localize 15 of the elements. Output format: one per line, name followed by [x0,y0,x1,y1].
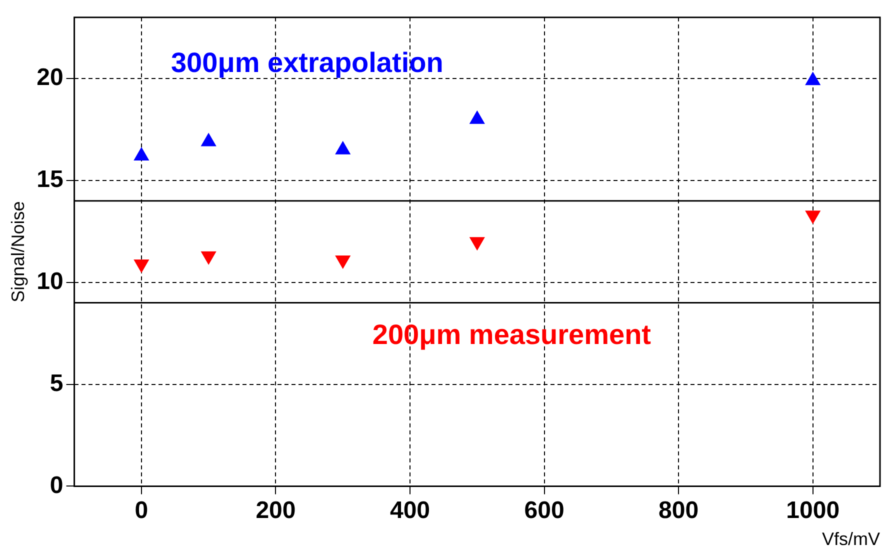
y-tick-label: 10 [36,268,64,295]
y-tick-label: 20 [36,64,64,92]
x-tick-label: 200 [256,497,296,524]
x-tick-label: 800 [658,497,699,524]
text: 200μm measurement [372,318,652,350]
series-label: 300μm extrapolation [170,47,444,78]
y-tick-label: 0 [50,472,64,499]
x-axis-title: Vfs/mV [822,528,880,549]
y-tick-label: 5 [50,370,64,397]
x-tick-label: 0 [134,497,148,524]
y-axis-title: Signal/Noise [8,201,28,302]
x-tick-label: 1000 [786,497,840,524]
y-tick-label: 15 [36,166,64,194]
x-tick-label: 600 [524,497,564,524]
x-tick-label: 400 [390,497,430,524]
